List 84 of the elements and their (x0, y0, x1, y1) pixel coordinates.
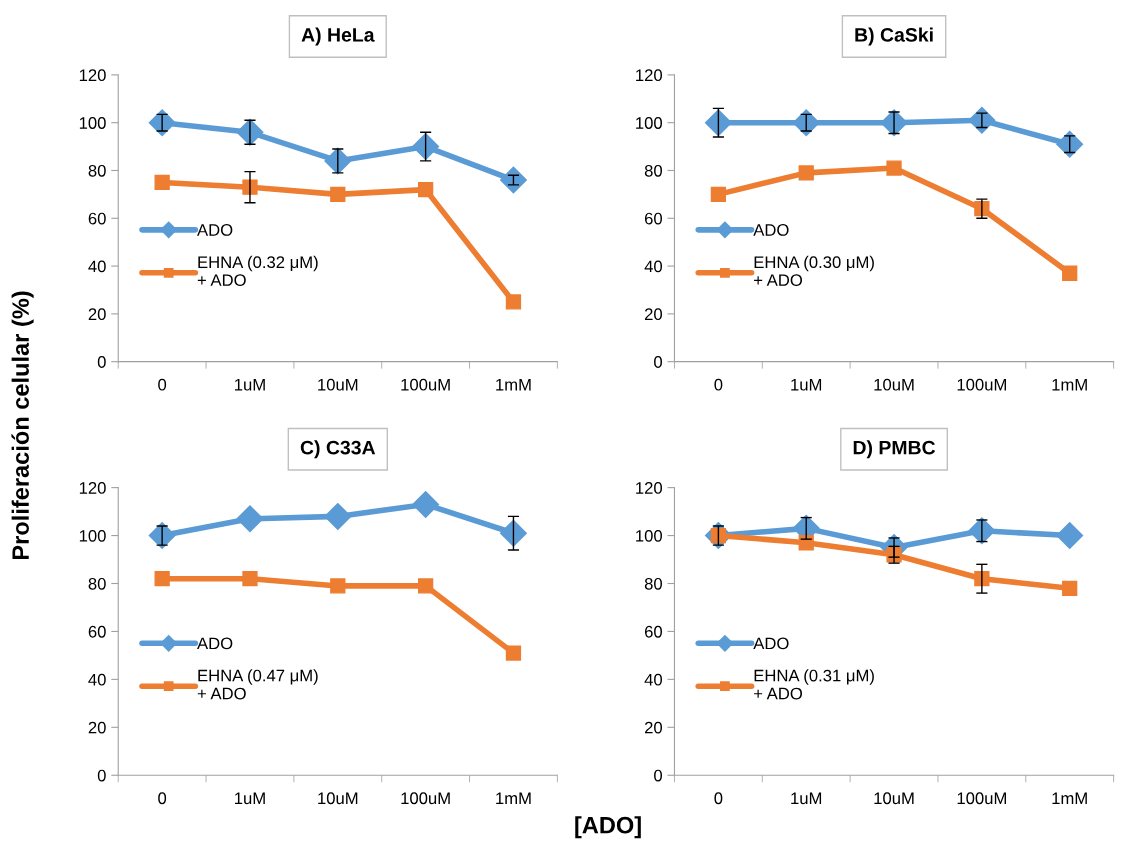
point (886, 160, 902, 176)
x-tick-label: 10uM (874, 792, 914, 805)
x-tick-label: 1mM (1052, 792, 1087, 805)
point (1062, 265, 1078, 281)
point (242, 571, 258, 587)
point (1062, 580, 1078, 596)
point (154, 571, 170, 587)
x-tick-label: 100uM (957, 792, 1006, 805)
point (798, 165, 814, 181)
y-tick-label: 120 (636, 69, 663, 82)
y-tick-label: 20 (644, 308, 663, 321)
y-tick-label: 60 (88, 212, 106, 225)
point (324, 502, 352, 530)
x-tick-label: 1mM (496, 378, 531, 391)
y-tick-label: 0 (654, 356, 663, 368)
chart-title: A) HeLa (301, 27, 375, 46)
x-tick-label: 100uM (401, 378, 450, 391)
chart-title: B) CaSki (855, 27, 933, 46)
y-tick-label: 40 (644, 673, 663, 686)
y-tick-label: 20 (88, 721, 106, 734)
y-tick-label: 60 (644, 212, 663, 225)
y-tick-label: 60 (88, 625, 106, 638)
point (499, 519, 527, 547)
x-axis-title: [ADO] (575, 816, 641, 839)
y-tick-label: 120 (79, 482, 106, 494)
x-tick-label: 10uM (874, 378, 914, 391)
x-tick-label: 1uM (791, 378, 822, 391)
y-tick-label: 40 (88, 673, 106, 686)
legend-label: EHNA (0.30 μM) + ADO (754, 255, 874, 287)
y-tick-label: 100 (636, 529, 663, 542)
x-tick-label: 0 (714, 378, 723, 391)
x-tick-label: 1uM (235, 792, 265, 805)
y-tick-label: 40 (644, 260, 663, 273)
y-tick-label: 0 (97, 769, 106, 782)
x-tick-label: 10uM (318, 378, 358, 391)
y-tick-label: 80 (88, 164, 106, 177)
y-tick-label: 120 (79, 69, 106, 82)
y-tick-label: 100 (79, 117, 106, 129)
point (505, 294, 522, 310)
y-tick-label: 80 (644, 577, 663, 590)
y-tick-label: 80 (88, 577, 106, 590)
chart-title: D) PMBC (853, 440, 936, 459)
x-tick-label: 1mM (496, 792, 531, 805)
legend-label: EHNA (0.32 μM) + ADO (197, 255, 318, 287)
point (330, 186, 346, 203)
x-tick-label: 10uM (318, 792, 358, 805)
chart-title: C) C33A (300, 440, 376, 459)
x-tick-label: 1uM (235, 378, 265, 391)
legend-label: ADO (197, 637, 233, 650)
y-tick-label: 20 (88, 308, 106, 321)
legend-label: ADO (753, 224, 789, 236)
point (154, 174, 170, 191)
y-tick-label: 40 (88, 260, 106, 273)
x-tick-label: 0 (714, 792, 723, 805)
legend-label: ADO (753, 637, 789, 650)
x-tick-label: 100uM (401, 792, 450, 805)
y-tick-label: 0 (97, 356, 106, 368)
point (330, 578, 346, 594)
y-tick-label: 0 (654, 769, 663, 782)
point (417, 578, 434, 594)
point (236, 505, 264, 533)
point (412, 490, 440, 518)
x-tick-label: 0 (158, 792, 167, 805)
point (710, 186, 727, 203)
y-axis-title: Proliferación celular (%) (11, 291, 34, 560)
point (417, 181, 434, 198)
y-tick-label: 20 (644, 721, 663, 734)
x-tick-label: 1uM (791, 792, 822, 805)
y-tick-label: 100 (636, 117, 663, 129)
x-tick-label: 0 (158, 378, 167, 391)
point (704, 109, 732, 137)
y-tick-label: 60 (644, 625, 663, 638)
point (1056, 522, 1084, 550)
y-tick-label: 80 (644, 164, 663, 177)
legend-label: ADO (197, 224, 233, 236)
point (412, 133, 440, 161)
legend-label: EHNA (0.47 μM) + ADO (197, 669, 318, 700)
y-tick-label: 120 (636, 482, 663, 494)
x-tick-label: 100uM (957, 378, 1006, 391)
x-tick-label: 1mM (1052, 378, 1087, 391)
point (324, 147, 352, 175)
legend-label: EHNA (0.31 μM) + ADO (754, 669, 874, 700)
point (505, 645, 522, 661)
y-tick-label: 100 (79, 529, 106, 542)
